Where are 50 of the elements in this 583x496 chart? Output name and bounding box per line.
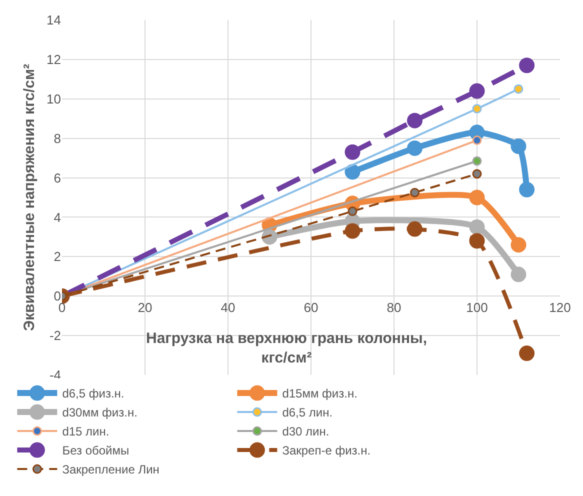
- point: [407, 221, 422, 237]
- point: [407, 112, 422, 128]
- point: [510, 138, 526, 154]
- x-tick-label: 40: [220, 300, 236, 316]
- y-tick-label: 10: [46, 91, 61, 106]
- point: [510, 237, 526, 253]
- y-tick-label: 12: [46, 52, 61, 67]
- point: [469, 83, 485, 99]
- x-tick-label: 100: [466, 300, 488, 316]
- y-tick-label: 6: [54, 170, 61, 186]
- legend-label: d30мм физ.н.: [62, 406, 138, 420]
- point: [348, 206, 358, 216]
- y-tick-label: 2: [54, 249, 61, 264]
- point: [407, 140, 422, 156]
- x-tick-label: 80: [386, 300, 402, 316]
- point: [469, 219, 485, 235]
- point: [519, 58, 535, 74]
- point: [469, 190, 485, 206]
- point: [410, 188, 420, 198]
- x-tick-label: 60: [304, 300, 318, 316]
- y-axis-title: Эквивалентные напряжения кгс/см²: [20, 64, 38, 332]
- y-tick-label: 4: [54, 210, 61, 225]
- y-tick-label: 14: [46, 12, 61, 28]
- x-axis-title: Нагрузка на верхнюю грань колонны, кгс/см²: [146, 330, 427, 366]
- legend-label: d15 лин.: [62, 424, 110, 439]
- point: [519, 346, 535, 362]
- y-tick-label: -4: [49, 368, 61, 383]
- point: [519, 182, 535, 198]
- point: [510, 266, 526, 282]
- y-tick-label: 8: [54, 130, 61, 146]
- point: [514, 84, 524, 94]
- point: [344, 144, 360, 160]
- legend-label: Закреп-е физ.н.: [282, 444, 371, 458]
- legend-label: d6,5 лин.: [282, 406, 333, 420]
- point: [472, 169, 482, 179]
- legend-label: d6,5 физ.н.: [62, 386, 124, 401]
- y-tick-label: -2: [49, 328, 61, 344]
- legend-label: d30 лин.: [282, 424, 330, 439]
- legend-label: Закрепление Лин: [62, 462, 160, 477]
- x-tick-label: 20: [138, 300, 152, 316]
- point: [469, 233, 485, 249]
- point: [472, 156, 482, 166]
- y-tick-label: 0: [54, 288, 61, 304]
- point: [344, 223, 360, 239]
- legend-label: Без обоймы: [62, 444, 130, 458]
- x-tick-label: 120: [549, 300, 571, 316]
- point: [472, 104, 482, 114]
- point: [472, 136, 482, 146]
- legend-label: d15мм физ.н.: [282, 386, 358, 401]
- point: [344, 164, 360, 180]
